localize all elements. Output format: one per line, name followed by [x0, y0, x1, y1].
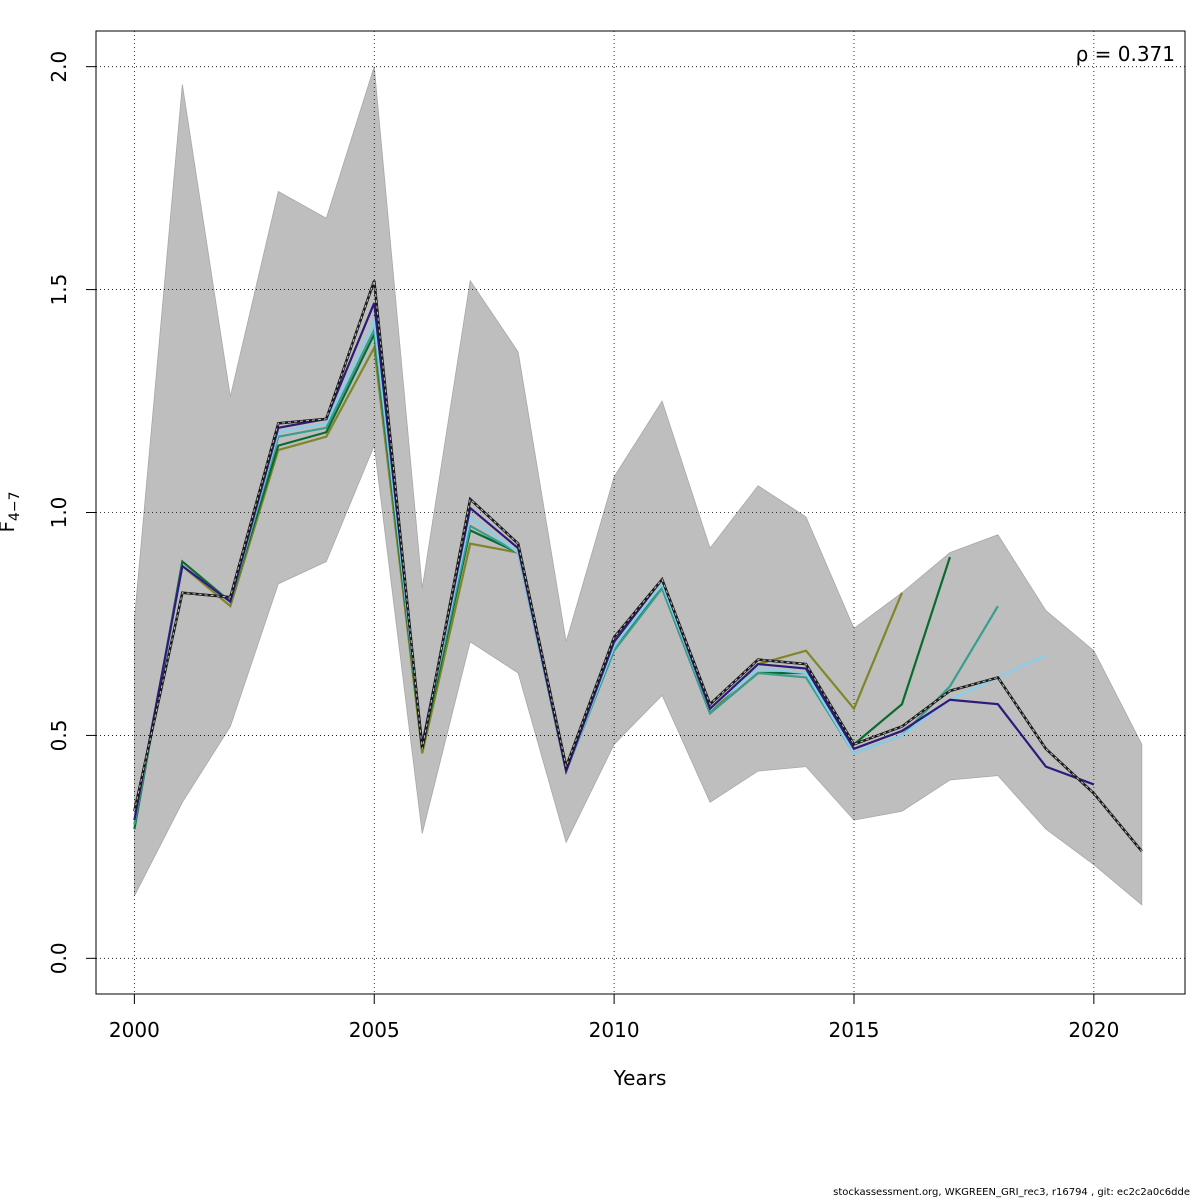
svg-text:F4−7: F4−7 [0, 491, 23, 532]
confidence-band [133, 66, 1143, 906]
footer-note: stockassessment.org, WKGREEN_GRI_rec3, r… [833, 1187, 1190, 1198]
y-axis-title-group: F4−7 [0, 491, 23, 532]
series-line-4 [133, 302, 1095, 821]
confidence-band-layer [133, 66, 1143, 906]
y-axis: 0.0 0.5 1.0 1.5 2.0 [47, 51, 97, 974]
y-tick-label: 1.5 [47, 274, 71, 306]
x-tick-label: 2005 [349, 1018, 400, 1042]
x-tick-label: 2015 [829, 1018, 880, 1042]
y-tick-label: 2.0 [47, 51, 71, 83]
y-axis-title-subscript: 4−7 [7, 491, 23, 521]
series-layer [133, 280, 1143, 853]
x-tick-label: 2020 [1068, 1018, 1119, 1042]
x-tick-label: 2000 [109, 1018, 160, 1042]
y-tick-label: 0.5 [47, 720, 71, 752]
grid-layer [96, 31, 1185, 994]
rho-annotation: ρ = 0.371 [1076, 42, 1175, 66]
y-tick-label: 0.0 [47, 942, 71, 974]
y-axis-title: F [0, 521, 19, 533]
y-tick-label: 1.0 [47, 497, 71, 529]
series-line-dash-5 [133, 280, 1143, 852]
x-axis: 2000 2005 2010 2015 2020 [109, 993, 1119, 1042]
x-tick-label: 2010 [589, 1018, 640, 1042]
x-axis-title: Years [613, 1066, 667, 1090]
